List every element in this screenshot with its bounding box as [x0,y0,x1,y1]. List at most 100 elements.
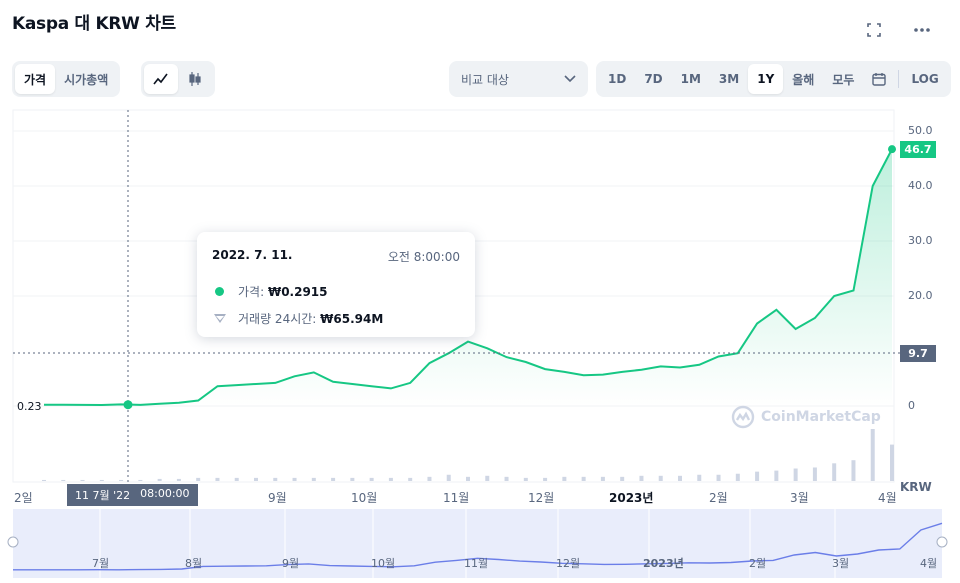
navigator-tick: 10월 [371,557,395,570]
volume-bar [157,478,162,481]
volume-bar [485,475,490,481]
volume-bar [658,475,663,481]
crosshair-left-value: 0.23 [17,400,42,413]
x-tick: 2일 [14,491,33,505]
volume-bar [215,477,220,481]
volume-bar [369,477,374,481]
volume-bar [254,477,258,481]
tab-market-cap[interactable]: 시가총액 [64,72,109,87]
x-tick: 2월 [709,491,728,505]
tooltip-price-value: ₩0.2915 [267,284,328,299]
x-tick: 12월 [528,491,555,505]
volume-bar [196,477,201,481]
range-all[interactable]: 모두 [832,72,855,87]
y-tick: 0 [908,399,915,412]
range-ytd[interactable]: 올해 [792,72,815,87]
navigator-tick: 3월 [832,557,849,570]
volume-bar [562,476,567,481]
volume-bar [273,477,278,481]
volume-bar [176,478,181,481]
volume-bar [504,476,509,481]
volume-bar [350,477,355,481]
volume-bar [331,477,336,481]
volume-bar [620,476,625,481]
navigator-tick: 11월 [464,557,488,570]
navigator-tick: 9월 [282,557,299,570]
navigator-handle-right[interactable] [936,536,948,548]
more-icon[interactable] [910,18,934,42]
tooltip-price-label: 가격: [238,285,265,299]
tooltip-volume-value: ₩65.94M [320,311,384,326]
volume-bar [832,463,837,481]
x-tick: 9월 [268,491,287,505]
fullscreen-icon[interactable] [862,18,886,42]
navigator-tick: 7월 [92,557,109,570]
tooltip-volume-label: 거래량 24시간: [238,312,317,326]
calendar-icon[interactable] [863,64,895,94]
navigator-tick: 4월 [920,557,937,570]
volume-bar [80,479,85,481]
page-title: Kaspa 대 KRW 차트 [12,14,176,34]
candlestick-icon[interactable] [178,64,212,94]
navigator-line [13,522,943,571]
compare-dropdown[interactable]: 비교 대상 [449,61,588,97]
metric-tabs: 가격 시가총액 [12,61,121,97]
volume-bar [697,474,702,481]
volume-bar [716,474,721,481]
crosshair-y-badge: 9.7 [900,345,936,362]
navigator[interactable] [13,509,942,578]
tooltip-time: 오전 8:00:00 [387,250,460,264]
volume-bar [600,476,605,481]
crosshair-x-badge: 11 7월 '22 08:00:00 [67,484,198,506]
volume-bar [292,477,297,481]
navigator-tick: 12월 [556,557,580,570]
range-7d[interactable]: 7D [644,72,663,86]
tooltip-date: 2022. 7. 11. [212,248,293,262]
watermark-text: CoinMarketCap [761,409,881,425]
chevron-down-icon [564,72,576,86]
volume-bar [388,477,393,481]
volume-bar [311,477,316,481]
volume-bar [678,475,682,481]
range-1d[interactable]: 1D [608,72,627,86]
volume-bar [446,474,451,481]
chart-type-tabs [141,61,215,97]
price-area [44,149,892,406]
volume-bar [735,473,740,481]
hover-point [123,400,133,410]
price-dot-icon [215,287,224,296]
price-line [43,148,893,407]
line-chart-icon[interactable] [144,64,178,94]
navigator-tick: 2023년 [643,556,684,570]
volume-bar [523,477,528,481]
volume-bar [639,475,644,481]
navigator-tick: 8월 [185,557,202,570]
range-3m[interactable]: 3M [718,72,740,86]
navigator-handle-left[interactable] [7,536,19,548]
x-tick: 2023년 [609,491,654,505]
volume-bar [793,468,798,481]
navigator-tick: 2월 [749,557,766,570]
x-tick: 4월 [878,491,897,505]
volume-bar [870,429,875,481]
range-1m[interactable]: 1M [680,72,701,86]
divider [898,70,900,88]
volume-bar [774,470,779,481]
tab-price[interactable]: 가격 [15,64,56,94]
volume-bar [581,476,586,481]
volume-bar [234,477,239,481]
log-toggle[interactable]: LOG [911,72,939,86]
volume-bar [466,476,470,481]
range-1y[interactable]: 1Y [748,64,784,94]
crosshair-x-time: 08:00:00 [140,487,190,500]
watermark: CoinMarketCap [731,405,881,429]
currency-label: KRW [900,480,932,494]
coinmarketcap-logo-icon [731,405,755,429]
y-tick: 50.0 [908,124,933,137]
x-tick: 11월 [443,491,470,505]
volume-bar [890,444,894,481]
y-tick: 20.0 [908,289,933,302]
volume-bar [812,467,817,481]
crosshair-x-date: 11 7월 '22 [75,489,131,502]
